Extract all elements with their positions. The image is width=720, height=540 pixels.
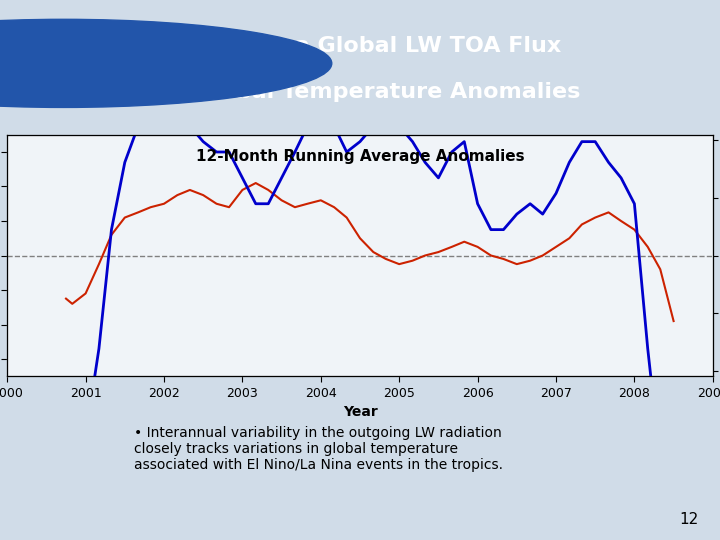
- Text: and Global Temperature Anomalies: and Global Temperature Anomalies: [140, 83, 580, 103]
- Text: CERES Terra Global LW TOA Flux: CERES Terra Global LW TOA Flux: [158, 36, 562, 56]
- Text: 12: 12: [680, 512, 698, 528]
- Text: 12-Month Running Average Anomalies: 12-Month Running Average Anomalies: [196, 149, 524, 164]
- X-axis label: Year: Year: [343, 405, 377, 419]
- Text: • Interannual variability in the outgoing LW radiation
closely tracks variations: • Interannual variability in the outgoin…: [134, 426, 503, 472]
- Circle shape: [0, 19, 332, 107]
